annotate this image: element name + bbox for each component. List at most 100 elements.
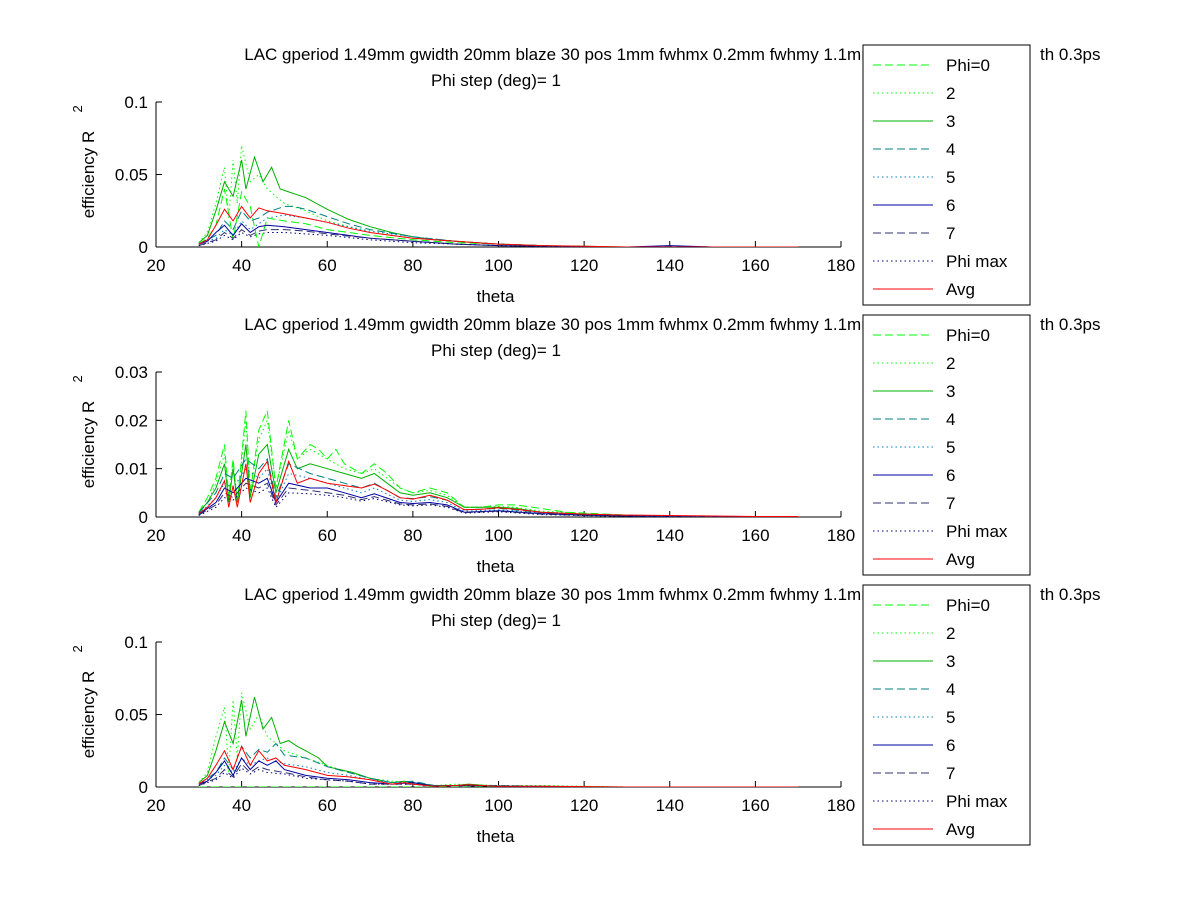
- y-tick-label: 0.03: [115, 363, 148, 382]
- chart-title: LAC gperiod 1.49mm gwidth 20mm blaze 30 …: [244, 315, 955, 334]
- x-tick-label: 20: [147, 526, 166, 545]
- x-tick-label: 180: [827, 796, 855, 815]
- legend-label: Phi=0: [946, 596, 990, 615]
- chart-title-tail: th 0.3ps: [1040, 45, 1101, 64]
- legend-label: 5: [946, 168, 955, 187]
- y-tick-label: 0.05: [115, 166, 148, 185]
- y-tick-label: 0.02: [115, 411, 148, 430]
- y-axis-label: efficiency R: [79, 671, 98, 759]
- series-group: [198, 692, 799, 787]
- y-tick-label: 0: [139, 778, 148, 797]
- legend-label: 3: [946, 112, 955, 131]
- x-tick-label: 80: [403, 526, 422, 545]
- legend-box: [862, 584, 1031, 846]
- chart-subtitle: Phi step (deg)= 1: [431, 71, 561, 90]
- y-axis-label-superscript: 2: [70, 645, 85, 652]
- series-group: [198, 408, 799, 517]
- series-line: [198, 231, 799, 247]
- series-line: [198, 482, 799, 517]
- legend-label: 4: [946, 680, 955, 699]
- y-axis-label-superscript: 2: [70, 375, 85, 382]
- x-tick-label: 60: [318, 526, 337, 545]
- legend-label: 7: [946, 224, 955, 243]
- y-axis-label: efficiency R: [79, 401, 98, 489]
- x-tick-label: 80: [403, 256, 422, 275]
- x-tick-label: 80: [403, 796, 422, 815]
- y-tick-label: 0: [139, 508, 148, 527]
- legend-label: 6: [946, 466, 955, 485]
- y-tick-label: 0.1: [124, 633, 148, 652]
- legend-label: Phi max: [946, 792, 1008, 811]
- series-line: [198, 767, 799, 787]
- legend-label: 3: [946, 652, 955, 671]
- legend-label: Phi=0: [946, 326, 990, 345]
- legend-label: Avg: [946, 820, 975, 839]
- x-axis-label: theta: [477, 557, 515, 576]
- x-tick-label: 180: [827, 526, 855, 545]
- series-line: [198, 205, 799, 247]
- x-tick-label: 20: [147, 256, 166, 275]
- legend-label: Phi max: [946, 252, 1008, 271]
- legend-label: Phi=0: [946, 56, 990, 75]
- x-tick-label: 140: [656, 526, 684, 545]
- series-line: [198, 188, 799, 247]
- x-tick-label: 120: [570, 796, 598, 815]
- series-line: [198, 228, 799, 247]
- x-tick-label: 40: [232, 526, 251, 545]
- series-line: [198, 408, 799, 517]
- legend-label: 2: [946, 624, 955, 643]
- legend-label: 2: [946, 84, 955, 103]
- chart-subtitle: Phi step (deg)= 1: [431, 611, 561, 630]
- legend: Phi=0 2 3 4 5 6 7 Phi max Avg: [862, 44, 1031, 306]
- legend-box: [862, 44, 1031, 306]
- chart-title-tail: th 0.3ps: [1040, 585, 1101, 604]
- chart-panel: LAC gperiod 1.49mm gwidth 20mm blaze 30 …: [70, 584, 1101, 846]
- x-tick-label: 160: [741, 796, 769, 815]
- x-axis-label: theta: [477, 287, 515, 306]
- series-line: [198, 757, 799, 787]
- legend-label: 5: [946, 438, 955, 457]
- x-tick-label: 100: [484, 526, 512, 545]
- y-axis-label: efficiency R: [79, 131, 98, 219]
- legend-box: [862, 314, 1031, 576]
- x-tick-label: 160: [741, 526, 769, 545]
- chart-panel: LAC gperiod 1.49mm gwidth 20mm blaze 30 …: [70, 44, 1101, 306]
- legend: Phi=0 2 3 4 5 6 7 Phi max Avg: [862, 314, 1031, 576]
- x-tick-label: 140: [656, 796, 684, 815]
- legend-label: 7: [946, 494, 955, 513]
- x-tick-label: 60: [318, 796, 337, 815]
- legend-label: Avg: [946, 280, 975, 299]
- x-tick-label: 60: [318, 256, 337, 275]
- x-tick-label: 120: [570, 526, 598, 545]
- legend-label: 4: [946, 410, 955, 429]
- x-tick-label: 120: [570, 256, 598, 275]
- series-group: [198, 145, 799, 247]
- y-axis-label-superscript: 2: [70, 105, 85, 112]
- chart-title: LAC gperiod 1.49mm gwidth 20mm blaze 30 …: [244, 585, 955, 604]
- chart-title-tail: th 0.3ps: [1040, 315, 1101, 334]
- chart-subtitle: Phi step (deg)= 1: [431, 341, 561, 360]
- y-axis-label-group: efficiency R 2: [70, 645, 98, 758]
- x-tick-label: 20: [147, 796, 166, 815]
- legend-label: 2: [946, 354, 955, 373]
- legend-label: 5: [946, 708, 955, 727]
- series-line: [198, 145, 799, 247]
- series-line: [198, 459, 799, 517]
- x-tick-label: 40: [232, 256, 251, 275]
- x-tick-label: 140: [656, 256, 684, 275]
- legend-label: Phi max: [946, 522, 1008, 541]
- y-tick-label: 0: [139, 238, 148, 257]
- x-tick-label: 160: [741, 256, 769, 275]
- series-line: [198, 745, 799, 787]
- chart-panel: LAC gperiod 1.49mm gwidth 20mm blaze 30 …: [70, 314, 1101, 576]
- x-tick-label: 40: [232, 796, 251, 815]
- legend-label: 4: [946, 140, 955, 159]
- x-tick-label: 100: [484, 256, 512, 275]
- y-tick-label: 0.05: [115, 706, 148, 725]
- legend-label: 6: [946, 196, 955, 215]
- legend: Phi=0 2 3 4 5 6 7 Phi max Avg: [862, 584, 1031, 846]
- x-tick-label: 100: [484, 796, 512, 815]
- y-tick-label: 0.01: [115, 460, 148, 479]
- chart-title: LAC gperiod 1.49mm gwidth 20mm blaze 30 …: [244, 45, 955, 64]
